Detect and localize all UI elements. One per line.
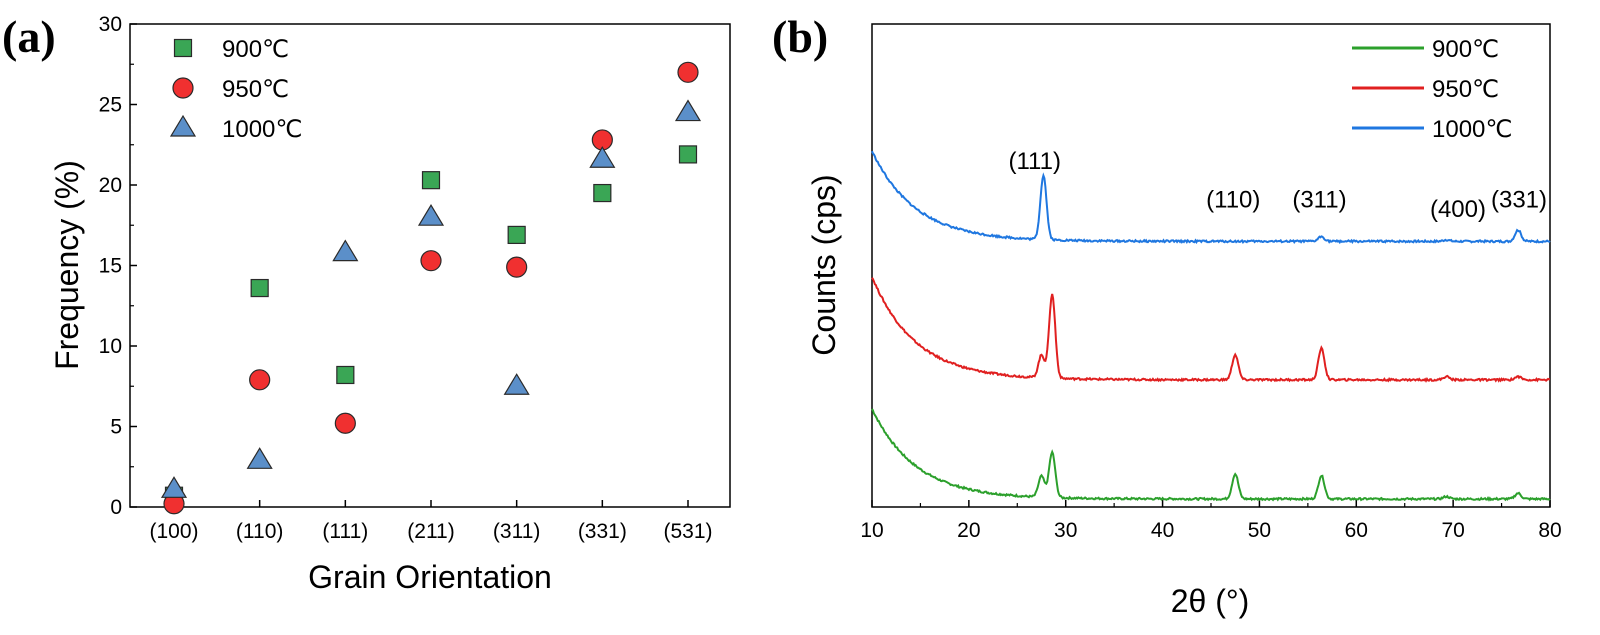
a-point-square [593,183,612,203]
b-x-ticks: 10 20 30 40 50 60 70 80 [860,500,1562,542]
a-point-square [336,365,355,385]
a-point-square [678,145,698,164]
b-series-line [871,408,1551,502]
b-x-tick-label: 50 [1248,519,1271,542]
b-legend: 900℃ 950℃ 1000℃ [1352,36,1512,143]
a-legend-label: 900℃ [222,36,289,63]
b-series-line [871,150,1551,245]
a-legend-label: 950℃ [222,76,289,103]
a-point-triangle [417,204,445,226]
a-x-tick-label: (331) [578,520,627,543]
a-y-tick-label: 10 [99,335,122,358]
b-y-axis-title: Counts (cps) [806,174,842,355]
a-y-tick-label: 15 [99,255,122,278]
b-x-tick-label: 80 [1538,519,1561,542]
b-x-tick-label: 40 [1151,519,1174,542]
b-x-tick-label: 60 [1345,519,1368,542]
b-series-lines [871,150,1551,502]
b-series-line [871,277,1551,383]
a-y-axis-title: Frequency (%) [49,160,85,370]
b-x-axis-title: 2θ (°) [1171,583,1250,619]
b-peak-labels: (111) (110) (311) (400) (331) [1008,148,1547,223]
a-point-circle [249,369,271,391]
a-legend-marker-circle [172,77,194,99]
b-legend-label: 900℃ [1432,36,1499,63]
b-peak-label: (311) [1292,187,1346,214]
a-legend-marker-triangle [169,114,197,137]
panel-a-label: (a) [2,11,56,62]
a-x-tick-label: (531) [663,520,712,543]
a-legend: 900℃ 950℃ 1000℃ [169,36,302,143]
a-point-circle [506,256,528,278]
b-peak-label: (110) [1206,187,1260,214]
a-point-triangle [674,99,702,122]
a-point-triangle [332,239,359,262]
panel-a-scatter-chart: 0 5 10 15 20 25 30 (100) (110) (111) (211) (311) (3… [49,13,731,595]
a-point-circle [677,61,699,83]
panel-b-label: (b) [772,11,828,62]
a-x-ticks: (100) (110) (111) (211) (311) (331) (531) [149,500,713,543]
a-x-tick-label: (211) [407,520,454,543]
a-data-points [160,61,702,515]
a-point-circle [334,412,356,434]
panel-b-xrd-chart: 10 20 30 40 50 60 70 80 (111) (110) (311) (400) (33… [806,23,1562,619]
a-y-tick-label: 20 [99,174,122,197]
a-y-tick-label: 30 [99,13,122,36]
a-x-tick-label: (110) [236,520,283,543]
b-x-tick-label: 30 [1054,519,1077,542]
a-point-circle [420,250,442,272]
a-x-tick-label: (100) [149,520,198,543]
b-peak-label: (111) [1008,148,1060,175]
b-peak-label: (331) [1491,187,1547,214]
a-point-triangle [503,373,530,395]
a-x-axis-title: Grain Orientation [308,559,552,595]
a-legend-marker-square [173,38,193,58]
a-point-triangle [246,447,273,469]
a-y-tick-label: 25 [99,94,122,117]
b-legend-label: 950℃ [1432,76,1499,103]
a-point-triangle [160,476,188,498]
a-y-tick-label: 0 [110,496,122,519]
b-peak-label: (400) [1430,196,1486,223]
a-y-tick-label: 5 [110,416,122,439]
b-x-tick-label: 20 [957,519,980,542]
a-y-ticks: 0 5 10 15 20 25 30 [99,13,137,519]
a-point-square [250,278,269,298]
b-x-tick-label: 70 [1441,519,1464,542]
a-point-square [507,225,526,245]
b-legend-label: 1000℃ [1432,116,1512,143]
a-x-tick-label: (111) [322,520,368,543]
a-point-square [421,171,441,190]
a-legend-label: 1000℃ [222,116,302,143]
a-point-triangle [589,146,616,168]
a-x-tick-label: (311) [493,520,540,543]
b-x-tick-label: 10 [860,519,883,542]
